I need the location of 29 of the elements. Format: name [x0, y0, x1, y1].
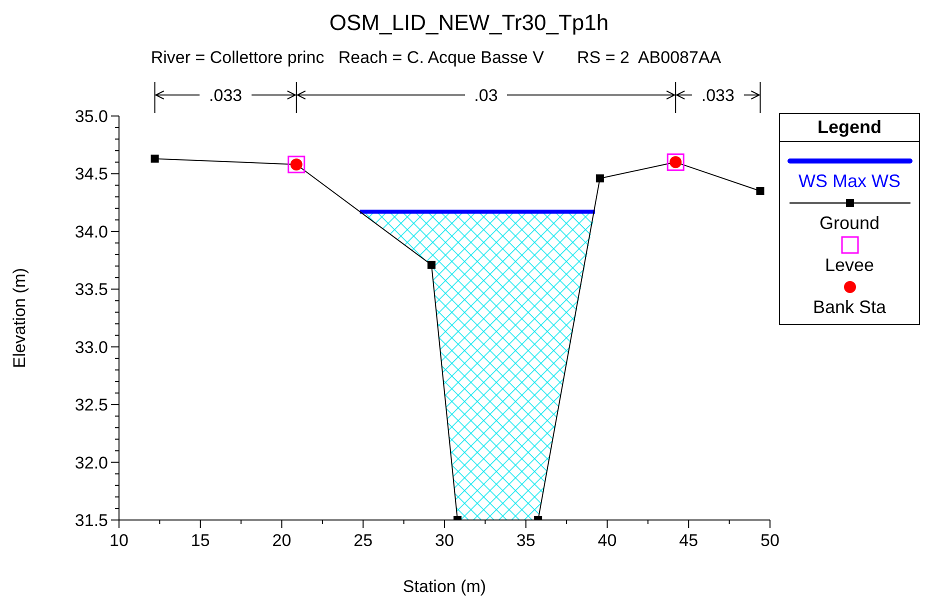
x-tick-label: 45 [679, 531, 698, 550]
text: .03 [474, 86, 498, 105]
chart-title: OSM_LID_NEW_Tr30_Tp1h [329, 10, 609, 35]
y-axis-title: Elevation (m) [10, 268, 30, 368]
x-tick-label: 35 [516, 531, 536, 550]
x-tick-label: 15 [190, 531, 210, 550]
legend-label: Bank Sta [812, 296, 888, 318]
x-tick-label: 30 [435, 531, 454, 550]
y-tick-label: 33.5 [74, 280, 108, 300]
x-tick-label: 40 [598, 531, 617, 550]
x-tick-label: 25 [354, 531, 373, 550]
y-tick-label: 35.0 [74, 107, 108, 126]
y-tick-label: 32.5 [74, 396, 108, 415]
chart-subtitle: River = Collettore princ Reach = C. Acque Basse V RS = 2 AB0087AA [150, 48, 722, 67]
text: .033 [209, 86, 242, 105]
legend-label: Levee [824, 254, 876, 276]
text: .033 [701, 86, 734, 105]
x-tick-label: 10 [110, 531, 128, 550]
y-tick-label: 34.0 [74, 222, 108, 242]
x-tick-label: 50 [760, 531, 780, 550]
y-tick-label: 32.0 [74, 453, 108, 472]
x-axis-title: Station (m) [402, 577, 486, 596]
x-tick-label: 20 [272, 531, 292, 550]
y-tick-label: 33.0 [74, 338, 108, 357]
text: WS Max WS [798, 170, 902, 192]
y-tick-label: 31.5 [74, 511, 108, 530]
y-tick-label: 34.5 [74, 164, 108, 184]
legend-title: Legend [780, 114, 919, 142]
legend-label: Ground [818, 212, 881, 234]
